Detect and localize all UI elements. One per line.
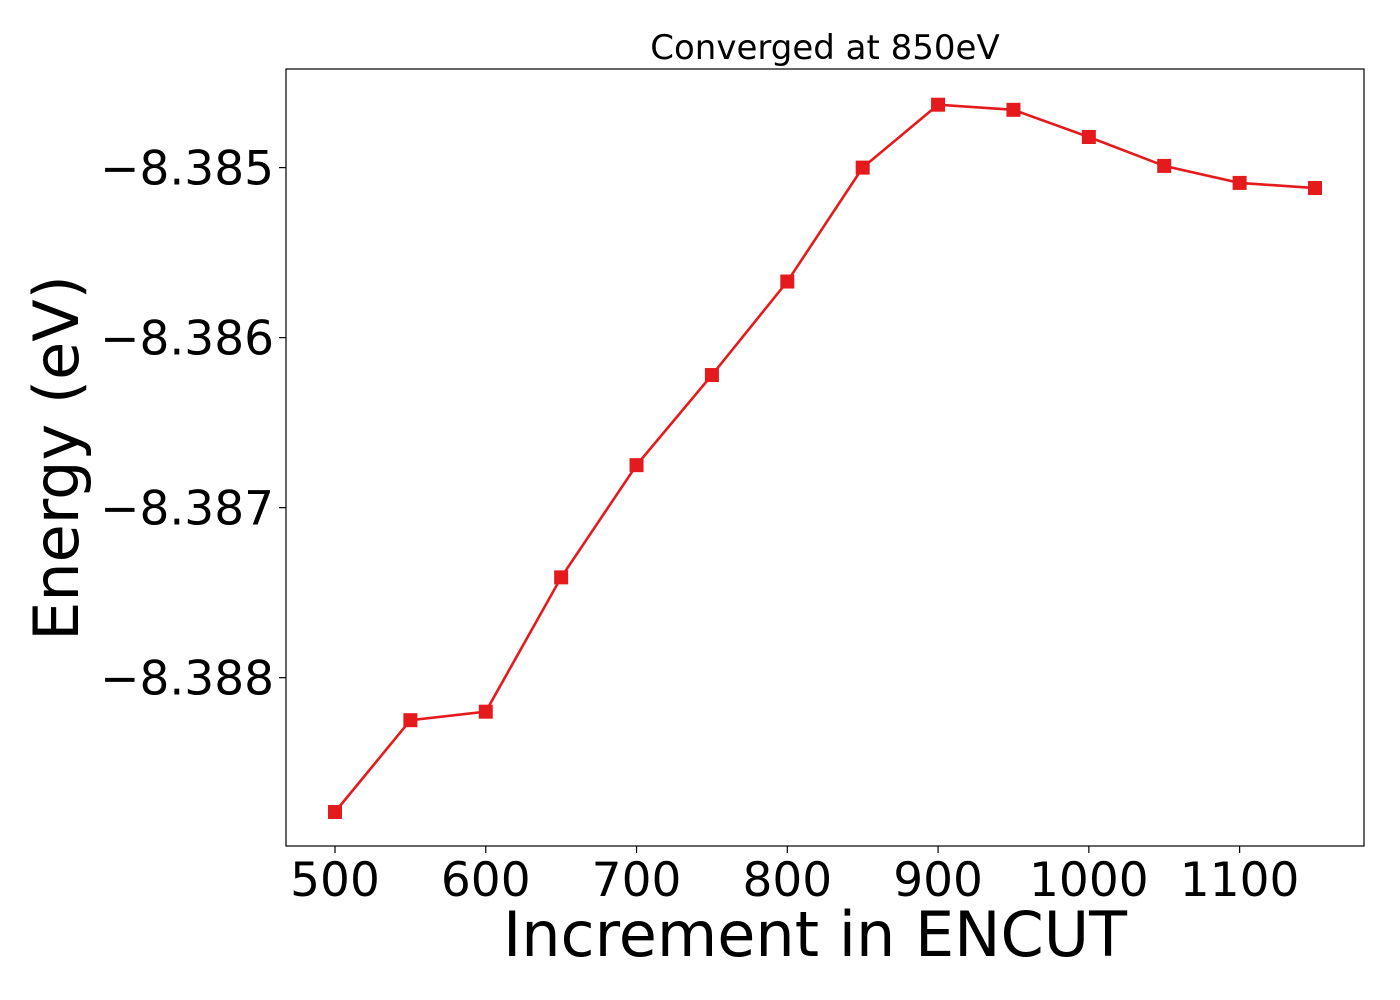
- y-tick-label: −8.386: [100, 312, 274, 367]
- x-axis-label: Increment in ENCUT: [503, 898, 1128, 971]
- data-point-marker: [629, 458, 644, 473]
- data-point-marker: [403, 713, 418, 728]
- x-tick-label: 700: [592, 853, 682, 908]
- x-tick-label: 500: [290, 853, 380, 908]
- data-point-marker: [780, 274, 795, 289]
- data-point-marker: [478, 704, 493, 719]
- data-point-marker: [931, 97, 946, 112]
- data-point-marker: [855, 160, 870, 175]
- y-tick-label: −8.385: [100, 142, 274, 197]
- plot-area: [285, 68, 1365, 847]
- x-tick-label: 1100: [1180, 853, 1300, 908]
- data-point-marker: [1232, 175, 1247, 190]
- plot-frame: [285, 68, 1365, 847]
- data-point-marker: [1081, 130, 1096, 145]
- y-axis: −8.388 −8.387 −8.386 −8.385: [100, 142, 286, 707]
- y-tick-label: −8.387: [100, 482, 274, 537]
- data-point-marker: [1006, 102, 1021, 117]
- data-point-marker: [704, 368, 719, 383]
- series-line: [333, 103, 1316, 813]
- chart-title: Converged at 850eV: [650, 28, 999, 68]
- y-tick-label: −8.388: [100, 652, 274, 707]
- x-tick-label: 900: [893, 853, 983, 908]
- x-axis: 500 600 700 800 900 1000 1100: [290, 846, 1299, 908]
- x-tick-label: 800: [742, 853, 832, 908]
- data-point-marker: [1308, 181, 1322, 196]
- y-axis-label: Energy (eV): [20, 275, 93, 641]
- data-point-marker: [328, 804, 342, 819]
- data-point-marker: [554, 570, 569, 585]
- data-point-marker: [1157, 158, 1172, 173]
- x-tick-label: 1000: [1029, 853, 1149, 908]
- x-tick-label: 600: [441, 853, 531, 908]
